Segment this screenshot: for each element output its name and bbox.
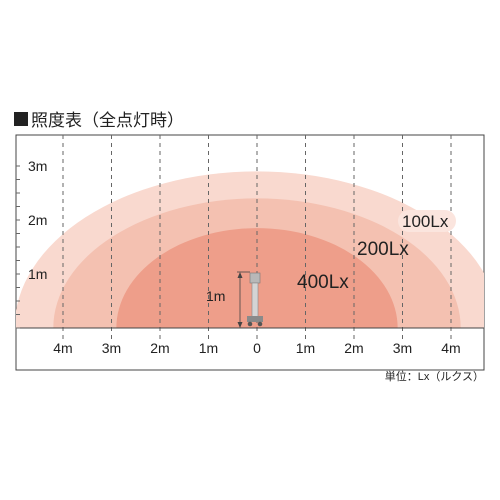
y-tick-label: 3m bbox=[28, 158, 47, 174]
title-square-icon bbox=[14, 111, 28, 126]
x-tick-label: 4m bbox=[441, 340, 460, 356]
y-axis-ticks: 1m 2m 3m bbox=[16, 158, 47, 329]
x-tick-label: 1m bbox=[296, 340, 315, 356]
pole-height-label: 1m bbox=[206, 288, 225, 304]
light-tower-icon bbox=[247, 272, 263, 327]
x-axis-ticks: 4m 3m 2m 1m 0 1m 2m 3m 4m bbox=[53, 340, 460, 356]
zone-100-label-bg bbox=[398, 210, 456, 232]
y-tick-label: 2m bbox=[28, 212, 47, 228]
y-tick-label: 1m bbox=[28, 266, 47, 282]
x-tick-label: 3m bbox=[102, 340, 121, 356]
x-tick-label: 3m bbox=[393, 340, 412, 356]
chart-title-text: 照度表（全点灯時） bbox=[31, 111, 184, 130]
x-tick-label: 0 bbox=[253, 340, 261, 356]
pole-height-dimension bbox=[237, 271, 250, 329]
grid-lines bbox=[62, 135, 452, 343]
x-tick-label: 2m bbox=[344, 340, 363, 356]
zone-100-label: 100Lx bbox=[402, 212, 449, 231]
x-tick-label: 1m bbox=[199, 340, 218, 356]
zone-200-label: 200Lx bbox=[357, 239, 409, 260]
zone-400-label: 400Lx bbox=[297, 272, 349, 293]
x-tick-label: 4m bbox=[53, 340, 72, 356]
x-tick-label: 2m bbox=[150, 340, 169, 356]
chart-title: 照度表（全点灯時） bbox=[14, 106, 184, 131]
unit-note: 単位：Lx（ルクス） bbox=[385, 369, 484, 383]
